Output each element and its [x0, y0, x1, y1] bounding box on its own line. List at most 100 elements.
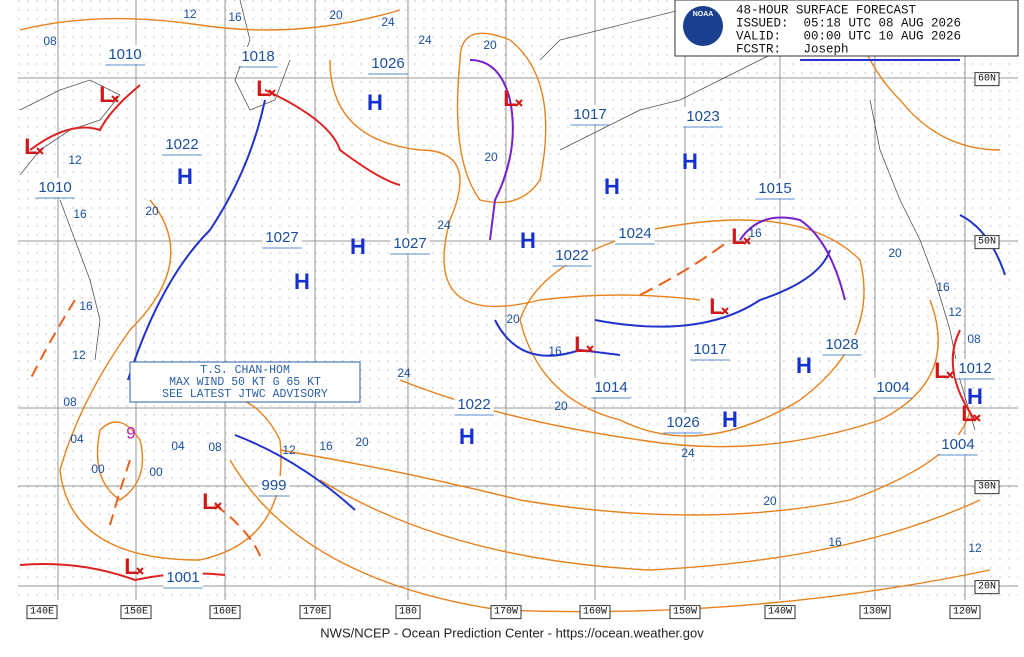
isobar-label: 20 [484, 150, 498, 164]
noaa-logo-text: NOAA [693, 11, 714, 18]
pressure-label-box [570, 104, 610, 124]
isobar-label: 16 [828, 535, 842, 549]
isobar-label: 12 [948, 305, 962, 319]
low-center: L [503, 86, 516, 111]
isobar-label: 16 [548, 344, 562, 358]
longitude-label-box [949, 605, 981, 620]
pressure-label: 1022 [457, 396, 490, 413]
isobar-label: 00 [91, 462, 105, 476]
graticule [18, 0, 1018, 600]
low-center: L [24, 134, 37, 159]
pressure-label: 1012 [958, 360, 991, 377]
latitude-label: 50N [978, 237, 996, 248]
latitude-label: 20N [978, 582, 996, 593]
high-center: H [459, 424, 475, 449]
latitude-label: 30N [978, 482, 996, 493]
longitude-label: 160E [213, 607, 237, 618]
longitude-label: 120W [953, 607, 977, 618]
low-marker [36, 147, 44, 155]
isobar-label: 20 [888, 246, 902, 260]
isobar-label: 16 [228, 10, 242, 24]
pressure-label: 1027 [265, 229, 298, 246]
pressure-label: 1023 [686, 108, 719, 125]
pressure-label: 1017 [573, 106, 606, 123]
pressure-label: 1004 [941, 436, 974, 453]
noaa-logo [683, 6, 723, 46]
low-marker [721, 307, 729, 315]
pressure-label-box [238, 46, 278, 66]
pressure-label-box [955, 358, 995, 378]
latitude-label-box [974, 580, 1000, 595]
latitude-label-box [974, 235, 1000, 250]
pressure-label-box [163, 567, 203, 587]
longitude-label-box [209, 605, 241, 620]
longitude-label: 130W [863, 607, 887, 618]
header-line: FCSTR: Joseph [736, 42, 849, 56]
longitude-label: 140E [30, 607, 54, 618]
high-center: H [294, 269, 310, 294]
isobar-label: 08 [43, 34, 57, 48]
pressure-label-box [35, 177, 75, 197]
longitude-label-box [490, 605, 522, 620]
fronts [19, 58, 1006, 582]
header-box [674, 0, 1019, 57]
pressure-label: 1001 [166, 569, 199, 586]
longitude-label-box [669, 605, 701, 620]
pressure-label-box [454, 394, 494, 414]
pressure-label: 1015 [758, 180, 791, 197]
storm-advisory-line: SEE LATEST JTWC ADVISORY [162, 388, 328, 401]
pressure-label-box [390, 233, 430, 253]
isobar-label: 20 [145, 204, 159, 218]
pressure-label-box [690, 339, 730, 359]
low-center: L [256, 76, 269, 101]
isobar-label: 12 [68, 153, 82, 167]
longitude-label-box [26, 605, 58, 620]
storm-advisory-box [129, 361, 361, 403]
longitude-label-box [299, 605, 331, 620]
longitude-label: 180 [399, 607, 417, 618]
pressure-label: 1022 [555, 247, 588, 264]
isobar-label: 24 [437, 218, 451, 232]
pressure-label-box [591, 377, 631, 397]
storm-symbol: 9 [126, 423, 135, 442]
high-center: H [967, 384, 983, 409]
longitude-label-box [859, 605, 891, 620]
map-background [18, 0, 1018, 600]
pressure-label-box [258, 475, 290, 495]
isobar-label: 12 [183, 7, 197, 21]
isobar-label: 16 [73, 207, 87, 221]
isobar-label: 20 [329, 8, 343, 22]
low-marker [214, 502, 222, 510]
pressure-label-box [162, 134, 202, 154]
header-line: 48-HOUR SURFACE FORECAST [736, 3, 917, 17]
isobar-label: 24 [681, 446, 695, 460]
isobar-label: 16 [936, 280, 950, 294]
isobar-label: 24 [397, 366, 411, 380]
low-marker [515, 99, 523, 107]
pressure-label-box [262, 227, 302, 247]
latitude-label: 60N [978, 74, 996, 85]
pressure-label-box [755, 178, 795, 198]
pressure-label: 1026 [666, 414, 699, 431]
high-center: H [796, 353, 812, 378]
low-center: L [731, 224, 744, 249]
high-center: H [722, 407, 738, 432]
high-center: H [177, 164, 193, 189]
isobar-label: 20 [554, 399, 568, 413]
isobar-label: 16 [79, 299, 93, 313]
high-center: H [520, 228, 536, 253]
pressure-label: 1024 [618, 225, 651, 242]
isobar-label: 08 [967, 332, 981, 346]
isobar-label: 08 [208, 440, 222, 454]
isobar-label: 12 [282, 443, 296, 457]
low-marker [743, 237, 751, 245]
isobar-label: 12 [968, 541, 982, 555]
high-center: H [367, 90, 383, 115]
header-line: ISSUED: 05:18 UTC 08 AUG 2026 [736, 16, 961, 30]
pressure-label-box [822, 334, 862, 354]
storm-advisory-line: MAX WIND 50 KT G 65 KT [169, 376, 321, 389]
longitude-label-box [579, 605, 611, 620]
pressure-label-box [368, 53, 408, 73]
isobar-label: 00 [149, 465, 163, 479]
isobar-label: 20 [355, 435, 369, 449]
